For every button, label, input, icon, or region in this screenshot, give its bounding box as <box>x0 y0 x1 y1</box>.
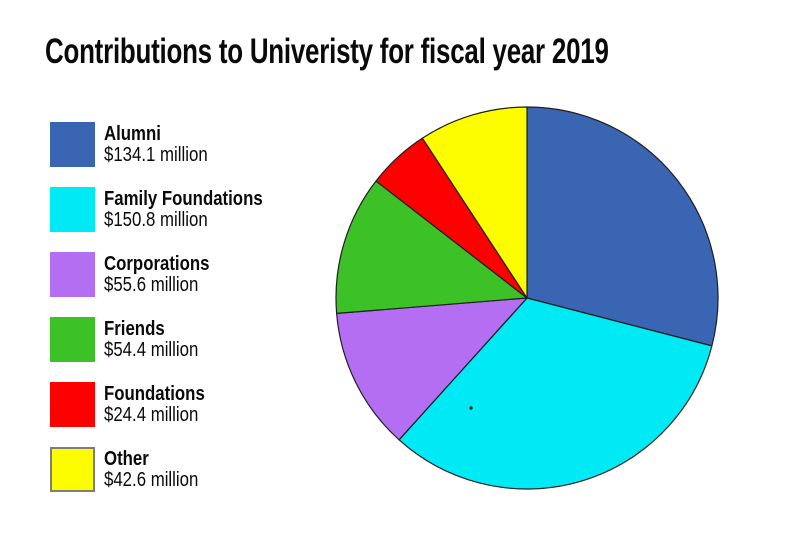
legend-swatch <box>50 382 95 427</box>
legend-swatch <box>50 317 95 362</box>
legend-swatch <box>50 187 95 232</box>
legend-value: $55.6 million <box>104 274 199 296</box>
pie-slice-alumni <box>526 106 719 347</box>
legend-item-alumni: Alumni $134.1 million <box>50 122 293 167</box>
chart-title: Contributions to Univeristy for fiscal y… <box>45 32 609 71</box>
pie-slice-corporations <box>336 297 528 441</box>
legend-label: Other <box>104 448 149 470</box>
legend-value: $42.6 million <box>104 469 199 491</box>
legend-value: $150.8 million <box>104 209 208 231</box>
legend-item-family-foundations: Family Foundations $150.8 million <box>50 187 293 232</box>
legend: Alumni $134.1 million Family Foundations $1… <box>50 122 293 512</box>
legend-value: $24.4 million <box>104 404 199 426</box>
pie-slice-friends <box>335 180 528 314</box>
legend-value: $134.1 million <box>104 144 208 166</box>
legend-label: Family Foundations <box>104 188 263 210</box>
legend-item-corporations: Corporations $55.6 million <box>50 252 293 297</box>
legend-label: Foundations <box>104 383 205 405</box>
legend-item-friends: Friends $54.4 million <box>50 317 293 362</box>
pie-slice-family-foundations <box>398 297 713 490</box>
legend-item-foundations: Foundations $24.4 million <box>50 382 293 427</box>
pie-slice-other <box>421 106 528 299</box>
stray-mark <box>469 406 473 410</box>
legend-swatch <box>50 447 95 492</box>
legend-item-other: Other $42.6 million <box>50 447 293 492</box>
legend-label: Friends <box>104 318 165 340</box>
legend-value: $54.4 million <box>104 339 199 361</box>
legend-label: Alumni <box>104 123 161 145</box>
legend-swatch <box>50 252 95 297</box>
legend-label: Corporations <box>104 253 210 275</box>
legend-swatch <box>50 122 95 167</box>
